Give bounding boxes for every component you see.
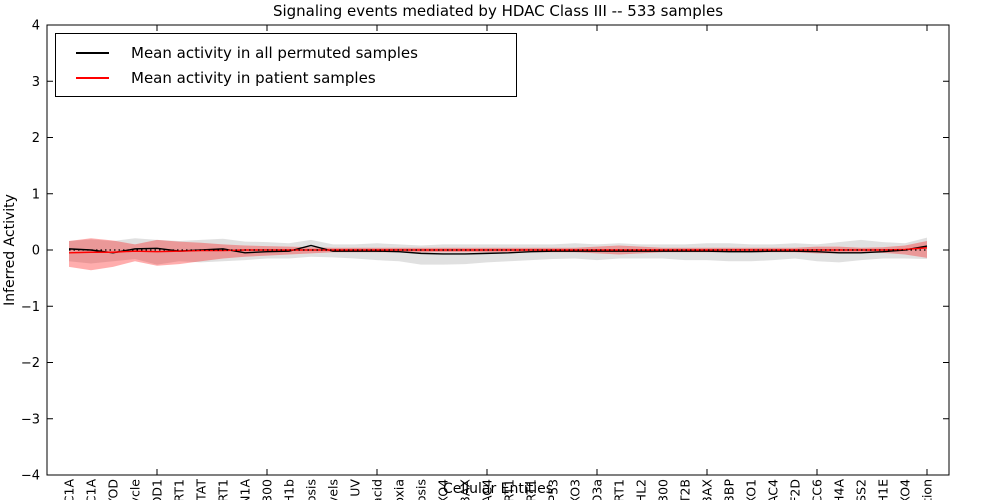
y-tick-labels: 4 3 2 1 0 −1 −2 −3 −4 [21,19,40,484]
x-tick-label: SIRT1/Histone H1b [282,479,297,500]
x-tick-label: FOXO3 [568,479,583,500]
legend: Mean activity in all permuted samples Me… [55,33,517,97]
y-tick-label: −3 [21,412,40,427]
confidence-bands [69,237,927,271]
legend-label-permuted: Mean activity in all permuted samples [131,43,418,62]
x-tick-label: ACSS2 [854,479,869,500]
x-tick-label: FOXO1/FHL2/SIRT1 [216,479,231,500]
x-tick-label: SIRT1/FOXO4 [436,479,451,500]
x-tick-label: SIRT1/PCAF/MYOD [106,479,121,500]
x-tick-label: FOXO1 [744,479,759,500]
x-tick-label: EP300 [656,479,671,500]
x-tick-label: FHL2 [634,479,649,500]
x-tick-label: HDAC4 [766,479,781,500]
x-tick-label: BAX [700,479,715,500]
x-axis-label: Cellular Entities [443,481,553,497]
x-tick-label: MYOD1 [150,479,165,500]
x-tick-label: muscle cell differentiation [920,479,935,500]
legend-line-patient-swatch [76,76,109,79]
legend-label-patient: Mean activity in patient samples [131,68,376,87]
x-tick-label: KU70/SIRT1/BAX [458,479,473,500]
x-tick-label: KAT2B [678,479,693,500]
x-tick-label: PPARGC1A [62,479,77,500]
x-tick-label: TP53 [546,479,561,500]
x-tick-label: CREBBP [722,479,737,500]
x-tick-label: SIRT1/PGC1A [84,479,99,500]
x-tick-label: HIST1H1E [876,479,891,500]
legend-item-permuted: Mean activity in all permuted samples [76,44,516,62]
x-tick-label: response to hypoxia [392,479,407,500]
y-tick-label: 4 [32,19,40,34]
x-tick-label: p53/SIRT1 [612,479,627,500]
x-tick-label: induction of apoptosis [414,479,429,500]
x-tick-label: TAT [194,479,209,500]
y-tick-label: −1 [21,300,40,315]
x-tick-label: SIRT1/MEF2D/HDAC4 [480,479,495,500]
plot-frame [46,24,950,476]
y-tick-label: 3 [32,75,40,90]
x-tick-label: apoptosis [304,479,319,500]
y-tick-label: 0 [32,244,40,259]
x-tick-label: mol:Lysophosphatidic acid [370,479,385,500]
x-tick-label: response to UV [348,479,363,500]
x-tick-label: HIV-1 Tat/SIRT1 [172,479,187,500]
confidence-band-patient [69,238,927,271]
confidence-band-permuted [69,237,927,265]
series-lines [68,244,928,255]
x-tick-label: HIST2H4A [832,479,847,500]
legend-line-permuted-swatch [76,51,109,54]
chart-title: Signaling events mediated by HDAC Class … [273,2,723,20]
x-tick-label: regulation of S phase of mitotic cell cy… [128,479,143,500]
y-tick-label: −4 [21,469,40,484]
x-tick-label: KU70/SIRT1 [502,479,517,500]
series-line-permuted [68,244,928,255]
x-tick-label: XRCC6 [810,479,825,500]
x-tick-label: response to nutrient levels [326,479,341,500]
y-tick-label: 2 [32,131,40,146]
legend-item-patient: Mean activity in patient samples [76,69,516,87]
x-tick-label: CDKN1A [238,479,253,500]
y-tick-label: 1 [32,187,40,202]
y-axis-label: Inferred Activity [2,194,18,306]
x-tick-label: FOXO4 [898,479,913,500]
x-tick-labels: PPARGC1A SIRT1/PGC1A SIRT1/PCAF/MYOD regula… [62,479,935,500]
x-tick-label: SIRT1 [524,479,539,500]
y-tick-label: −2 [21,356,40,371]
x-tick-label: SIRT1/FOXO3a [590,479,605,500]
x-tick-label: MEF2D [788,479,803,500]
x-tick-label: SIRT1/p300 [260,479,275,500]
